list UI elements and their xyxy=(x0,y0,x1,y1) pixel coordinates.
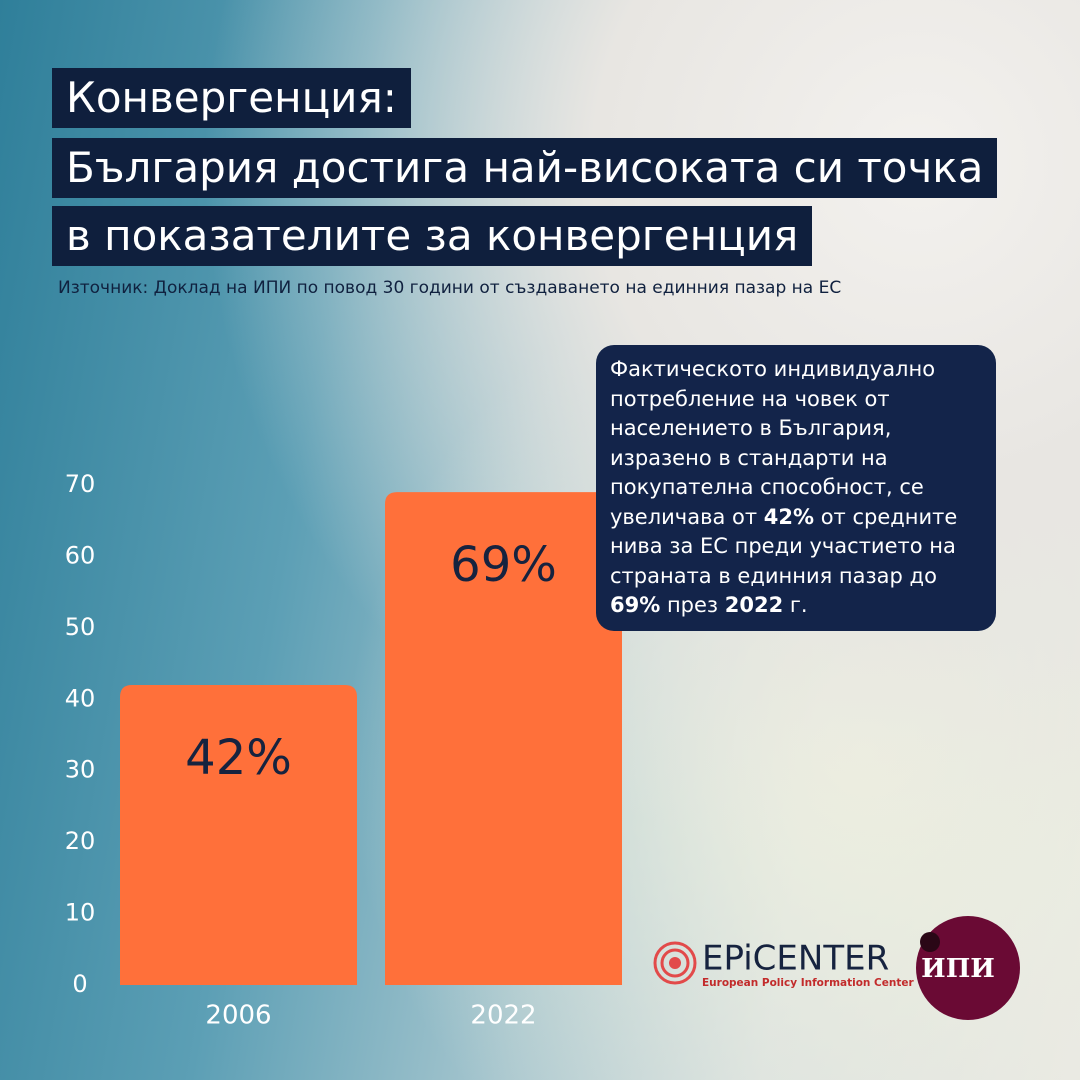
logos: EPiCENTER European Policy Information Ce… xyxy=(653,916,1020,1020)
logo-ipi-dot xyxy=(920,932,940,952)
value-label: 42% xyxy=(185,730,292,786)
annotation-text: от средните нива за ЕС преди участието н… xyxy=(610,504,958,588)
logo-icon xyxy=(669,957,681,969)
annotation-text: г. xyxy=(783,593,808,617)
y-tick-label: 10 xyxy=(65,899,96,927)
value-label: 69% xyxy=(450,537,557,593)
title-line: Конвергенция: xyxy=(52,68,411,128)
source: Източник: Доклад на ИПИ по повод 30 годи… xyxy=(58,278,842,298)
y-tick-label: 70 xyxy=(65,470,96,498)
logo-icon xyxy=(653,941,697,985)
annotation-text: 2022 xyxy=(724,593,784,617)
y-tick-label: 60 xyxy=(65,541,96,569)
title-line: България достига най-високата си точка xyxy=(52,138,998,198)
y-tick-label: 40 xyxy=(65,684,96,712)
annotation-text: 69% xyxy=(610,593,661,617)
logo-ipi-text: ИПИ xyxy=(921,954,995,984)
y-tick-label: 30 xyxy=(65,756,96,784)
title-line: в показателите за конвергенция xyxy=(52,206,813,266)
x-tick-label: 2006 xyxy=(205,1001,271,1031)
y-tick-label: 50 xyxy=(65,613,96,641)
logo-icon xyxy=(660,948,690,978)
logo-subtitle: European Policy Information Center xyxy=(702,977,914,989)
bar xyxy=(120,685,357,985)
logo-text: EPiCENTER xyxy=(702,939,889,979)
annotation-text: 42% xyxy=(763,504,815,529)
annotation: Фактическото индивидуално потребление на… xyxy=(596,345,996,631)
x-tick-label: 2022 xyxy=(470,1001,536,1031)
annotation-text: през xyxy=(660,593,725,617)
bar xyxy=(385,492,622,985)
annotation-text: Фактическото индивидуално потребление на… xyxy=(610,357,936,529)
y-tick-label: 0 xyxy=(72,970,87,998)
logo-ipi-circle xyxy=(916,916,1020,1020)
y-tick-label: 20 xyxy=(65,827,96,855)
